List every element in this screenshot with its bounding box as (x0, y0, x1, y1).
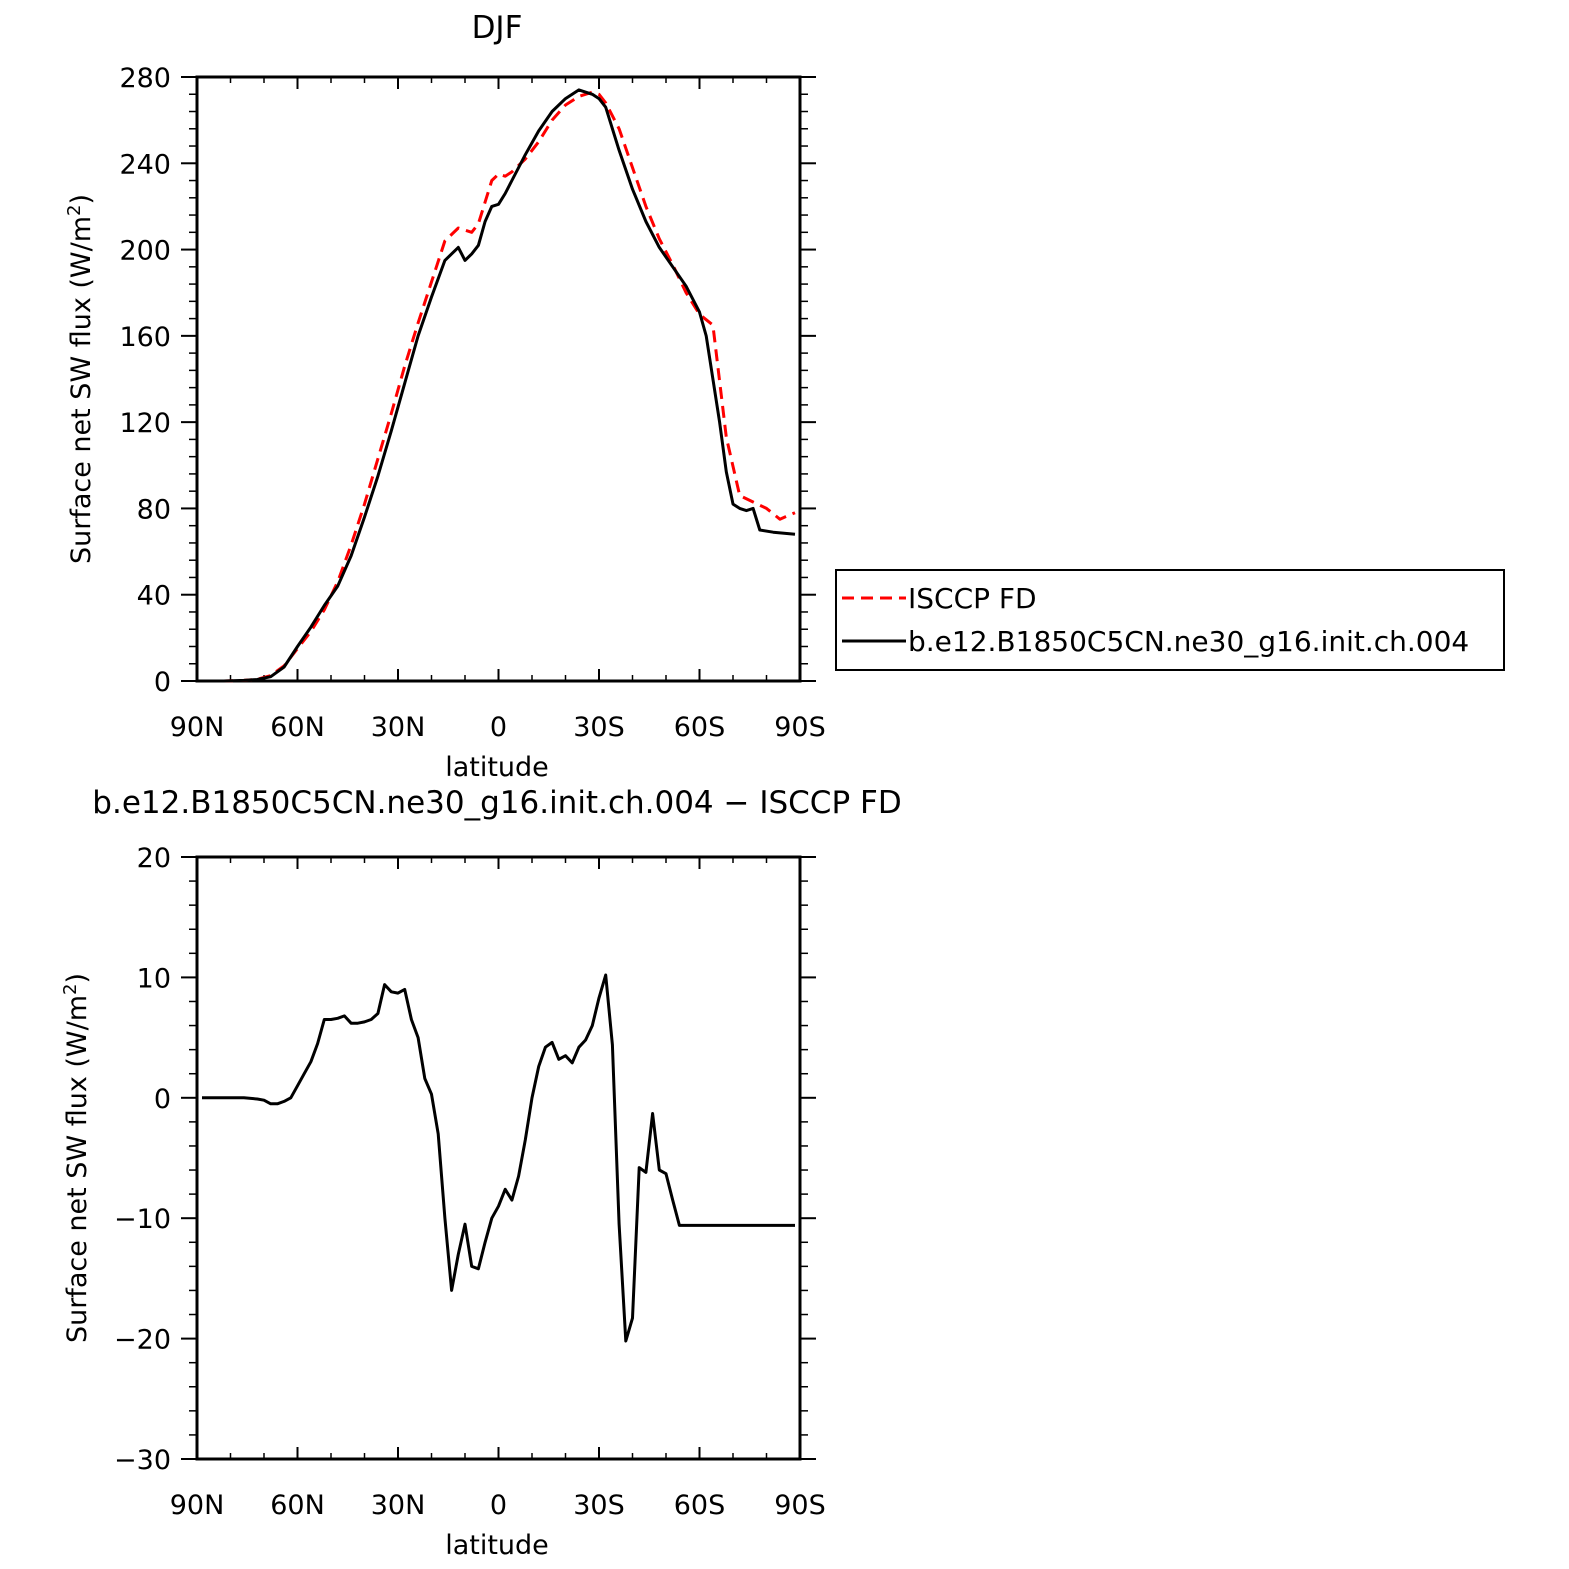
top-ticks (181, 76, 816, 682)
top-y-tick-label: 120 (119, 408, 171, 439)
top-x-tick-label: 60S (674, 712, 726, 743)
legend-label-isccp: ISCCP FD (908, 582, 1037, 615)
top-series-lines (202, 88, 796, 683)
bottom-x-tick-label: 60N (270, 1490, 325, 1521)
bottom-plot-frame (195, 855, 802, 1461)
bottom-x-tick-label: 90N (170, 1490, 225, 1521)
top-panel: DJF 90N 60N 30N 0 30S 60S 90S 0 40 80 120 160 200 240… (64, 10, 826, 783)
bottom-y-tick-label: −30 (114, 1445, 171, 1476)
bottom-x-tick-label: 60S (674, 1490, 726, 1521)
top-chart-title: DJF (472, 10, 523, 46)
top-y-axis-label: Surface net SW flux (W/m2) (64, 194, 97, 564)
bottom-panel: b.e12.B1850C5CN.ne30_g16.init.ch.004 − I… (60, 785, 902, 1561)
top-x-tick-label: 90S (774, 712, 826, 743)
top-x-tick-label: 90N (170, 712, 225, 743)
bottom-x-tick-label: 90S (774, 1490, 826, 1521)
bottom-ticks (181, 856, 816, 1460)
bottom-x-tick-label: 0 (490, 1490, 507, 1521)
legend-label-model: b.e12.B1850C5CN.ne30_g16.init.ch.004 (908, 625, 1469, 658)
bottom-chart-title: b.e12.B1850C5CN.ne30_g16.init.ch.004 − I… (92, 785, 901, 821)
bottom-tick-labels: 90N 60N 30N 0 30S 60S 90S −30 −20 −10 0 10 20 (114, 843, 826, 1521)
top-x-tick-label: 30N (371, 712, 426, 743)
bottom-y-axis-label: Surface net SW flux (W/m2) (60, 973, 93, 1343)
bottom-x-tick-label: 30N (371, 1490, 426, 1521)
top-y-tick-label: 160 (119, 322, 171, 353)
top-y-tick-label: 0 (154, 667, 171, 698)
top-series-line-1 (202, 88, 796, 683)
bottom-y-tick-label: −20 (114, 1325, 171, 1356)
bottom-x-tick-label: 30S (573, 1490, 625, 1521)
top-tick-labels: 90N 60N 30N 0 30S 60S 90S 0 40 80 120 160 200 240 280 (119, 63, 825, 743)
bottom-y-tick-label: 20 (137, 843, 171, 874)
bottom-y-tick-label: −10 (114, 1204, 171, 1235)
bottom-series-line-0 (202, 973, 795, 1343)
top-series-line-0 (202, 90, 796, 683)
top-y-tick-label: 80 (137, 494, 171, 525)
top-y-tick-label: 240 (119, 149, 171, 180)
legend: ISCCP FD b.e12.B1850C5CN.ne30_g16.init.c… (835, 569, 1505, 671)
bottom-x-axis-label: latitude (445, 1530, 549, 1561)
bottom-y-tick-label: 10 (137, 963, 171, 994)
top-plot-frame (195, 75, 802, 683)
top-x-tick-label: 60N (270, 712, 325, 743)
bottom-series-lines (202, 973, 795, 1343)
top-x-axis-label: latitude (445, 752, 549, 783)
top-y-tick-label: 280 (119, 63, 171, 94)
legend-box (835, 569, 1505, 671)
top-y-tick-label: 40 (137, 581, 171, 612)
top-y-tick-label: 200 (119, 236, 171, 267)
bottom-y-tick-label: 0 (154, 1084, 171, 1115)
top-x-tick-label: 30S (573, 712, 625, 743)
top-x-tick-label: 0 (490, 712, 507, 743)
